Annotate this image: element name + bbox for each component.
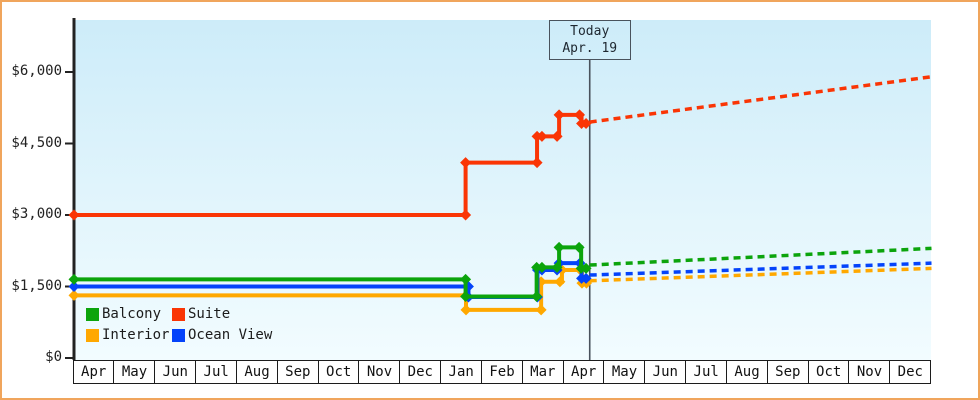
data-point-marker (580, 272, 592, 284)
month-cell: Apr (562, 360, 605, 384)
y-axis-label: $6,000 (11, 63, 62, 79)
data-point-marker (460, 157, 472, 169)
month-cell: Oct (317, 360, 360, 384)
month-cell: Jul (195, 360, 238, 384)
series-line-suite (74, 112, 587, 217)
legend-label-balcony: Balcony (102, 306, 162, 322)
month-cell: Jun (644, 360, 687, 384)
data-point-marker (460, 209, 472, 221)
month-cell: Feb (480, 360, 524, 384)
legend-item-ocean-view: Ocean View (172, 327, 272, 343)
data-point-marker (68, 209, 80, 221)
data-point-marker (554, 276, 566, 288)
legend-label-suite: Suite (188, 306, 231, 322)
month-cell: May (603, 360, 646, 384)
today-flag-date: Apr. 19 (562, 41, 618, 56)
month-cell: Nov (848, 360, 891, 384)
data-point-marker (551, 261, 563, 273)
legend-label-ocean-view: Ocean View (188, 327, 273, 343)
y-axis-label: $4,500 (11, 134, 62, 151)
data-point-marker (68, 281, 80, 292)
forecast-line-interior (589, 266, 932, 283)
month-cell: Oct (807, 360, 850, 384)
month-cell: Sep (766, 360, 809, 384)
data-point-marker (580, 117, 592, 129)
data-point-marker (460, 291, 472, 303)
month-cell: Aug (725, 360, 769, 384)
month-cell: Dec (399, 360, 442, 384)
data-point-marker (574, 109, 586, 121)
data-point-marker (553, 241, 565, 253)
data-point-marker (68, 273, 80, 285)
month-cell: Aug (235, 360, 279, 384)
data-point-marker (553, 109, 565, 121)
interior-swatch-icon (86, 328, 99, 342)
legend-item-suite: Suite (172, 306, 272, 322)
y-axis-label: $1,500 (11, 277, 62, 294)
forecast-line-ocean-view (589, 261, 932, 277)
data-point-marker (551, 130, 563, 142)
y-axis-label: $3,000 (11, 206, 62, 222)
data-point-marker (531, 291, 543, 303)
month-cell: Sep (276, 360, 319, 384)
month-cell: Nov (358, 360, 401, 384)
data-point-marker (460, 304, 472, 316)
series-line-interior (74, 268, 587, 312)
month-cell: Mar (521, 360, 564, 384)
y-axis-label: $0 (45, 349, 62, 365)
month-cell: Dec (889, 360, 932, 384)
today-flag-title: Today (570, 24, 610, 39)
data-point-marker (535, 304, 547, 316)
series-line-balcony (74, 245, 587, 299)
data-point-marker (573, 241, 585, 253)
data-point-marker (536, 261, 548, 273)
legend-label-interior: Interior (102, 327, 170, 343)
data-point-marker (531, 157, 543, 169)
data-point-marker (460, 273, 472, 285)
plot-background (74, 20, 931, 360)
data-point-marker (68, 289, 80, 301)
legend-item-balcony: Balcony (86, 306, 172, 322)
suite-swatch-icon (172, 307, 185, 321)
month-cell: Apr (72, 360, 115, 384)
legend: Balcony Suite Interior Ocean View (86, 306, 272, 343)
month-cell: Jun (154, 360, 197, 384)
month-cell: May (113, 360, 156, 384)
data-point-marker (580, 262, 592, 274)
data-point-marker (536, 130, 548, 142)
legend-item-interior: Interior (86, 327, 172, 343)
ocean-view-swatch-icon (172, 328, 185, 342)
month-cell: Jan (440, 360, 483, 384)
today-flag: Today Apr. 19 (548, 20, 631, 60)
month-cell: Jul (685, 360, 728, 384)
forecast-line-suite (589, 75, 932, 124)
balcony-swatch-icon (86, 307, 99, 321)
forecast-line-balcony (589, 246, 932, 267)
